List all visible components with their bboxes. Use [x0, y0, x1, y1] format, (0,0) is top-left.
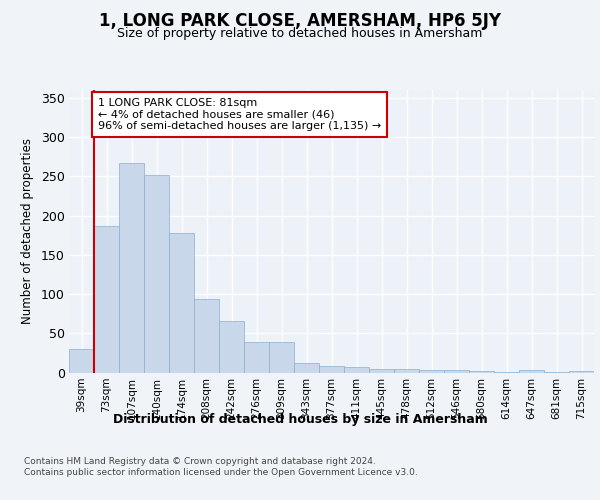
Bar: [419, 370, 444, 372]
Bar: [244, 342, 269, 372]
Bar: [444, 370, 469, 372]
Bar: [469, 371, 494, 372]
Bar: [194, 298, 219, 372]
Bar: [519, 370, 544, 372]
Bar: [169, 233, 194, 372]
Bar: [69, 349, 94, 372]
Bar: [119, 163, 144, 372]
Bar: [319, 366, 344, 372]
Bar: [94, 226, 119, 372]
Bar: [344, 367, 369, 372]
Bar: [369, 368, 394, 372]
Bar: [294, 363, 319, 372]
Bar: [219, 322, 244, 372]
Bar: [144, 175, 169, 372]
Bar: [569, 371, 594, 372]
Text: Contains HM Land Registry data © Crown copyright and database right 2024.
Contai: Contains HM Land Registry data © Crown c…: [24, 458, 418, 477]
Text: Size of property relative to detached houses in Amersham: Size of property relative to detached ho…: [118, 28, 482, 40]
Bar: [394, 368, 419, 372]
Bar: [269, 342, 294, 372]
Text: 1 LONG PARK CLOSE: 81sqm
← 4% of detached houses are smaller (46)
96% of semi-de: 1 LONG PARK CLOSE: 81sqm ← 4% of detache…: [98, 98, 381, 131]
Text: 1, LONG PARK CLOSE, AMERSHAM, HP6 5JY: 1, LONG PARK CLOSE, AMERSHAM, HP6 5JY: [99, 12, 501, 30]
Text: Distribution of detached houses by size in Amersham: Distribution of detached houses by size …: [113, 412, 487, 426]
Y-axis label: Number of detached properties: Number of detached properties: [21, 138, 34, 324]
